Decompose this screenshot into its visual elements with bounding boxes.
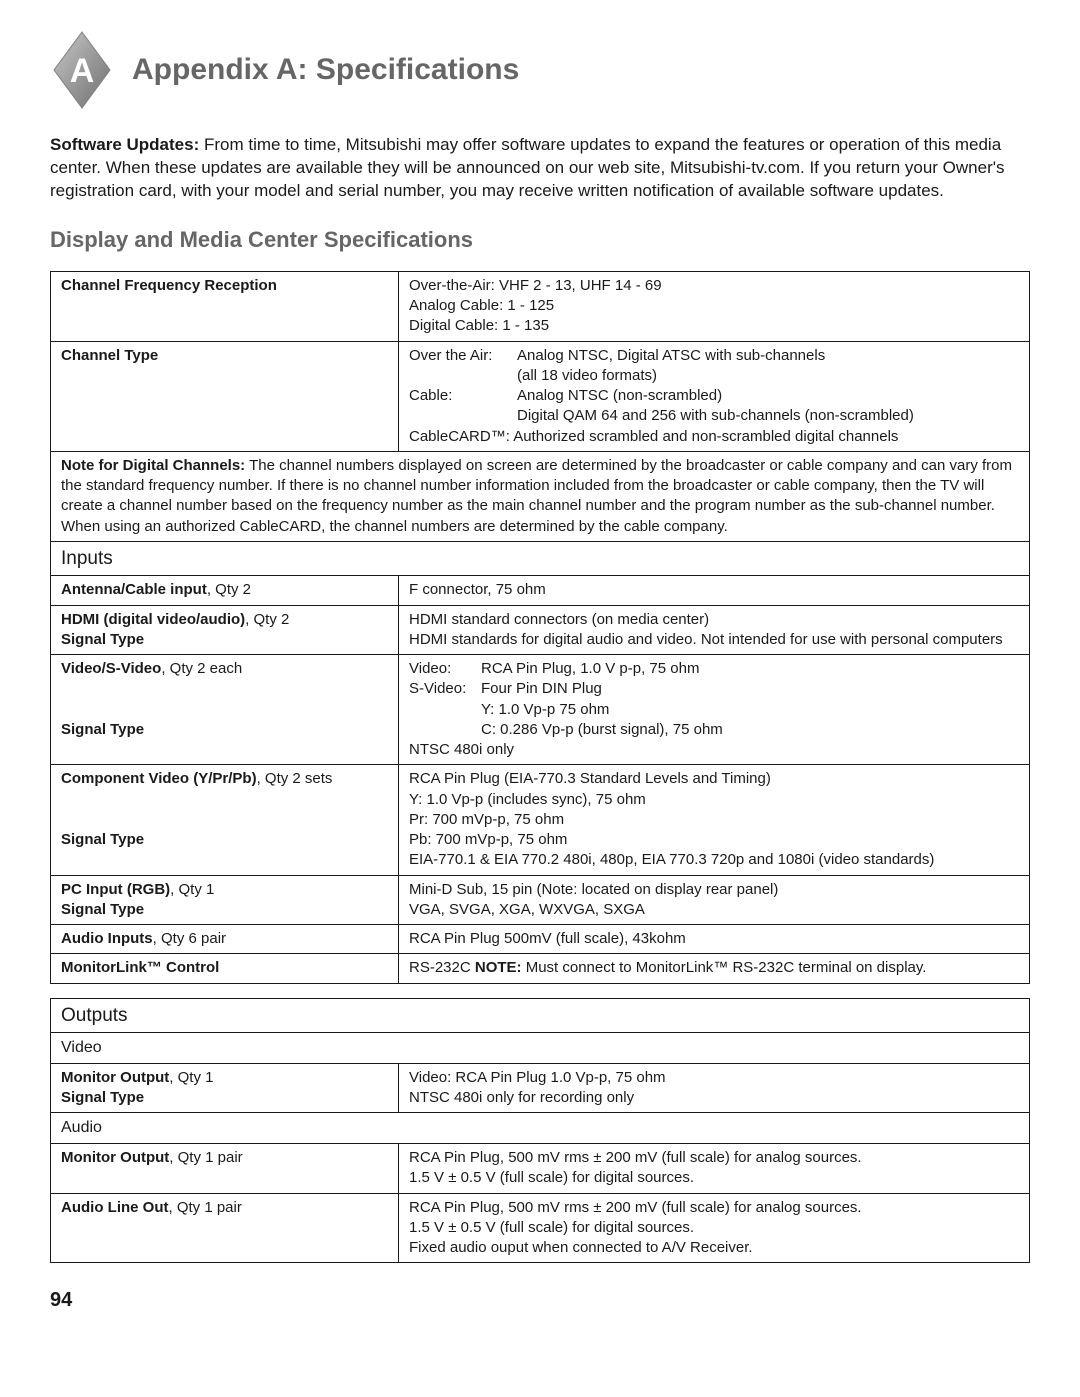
page: A Appendix A: Specifications Software Up…	[0, 0, 1080, 1342]
table-row: Monitor Output, Qty 1 pair RCA Pin Plug,…	[51, 1144, 1030, 1194]
table-row: Component Video (Y/Pr/Pb), Qty 2 sets Si…	[51, 765, 1030, 875]
table-row: Audio Line Out, Qty 1 pair RCA Pin Plug,…	[51, 1193, 1030, 1263]
table-row: MonitorLink™ Control RS-232C NOTE: Must …	[51, 954, 1030, 983]
table-row: Monitor Output, Qty 1 Signal Type Video:…	[51, 1063, 1030, 1113]
spec-table-general: Channel Frequency Reception Over-the-Air…	[50, 271, 1030, 984]
audio-heading-row: Audio	[51, 1113, 1030, 1144]
row-label: Channel Type	[61, 347, 158, 364]
section-title: Display and Media Center Specifications	[50, 227, 1030, 253]
icon-letter: A	[70, 52, 95, 90]
table-row: Channel Type Over the Air:Analog NTSC, D…	[51, 341, 1030, 451]
table-row: Audio Inputs, Qty 6 pair RCA Pin Plug 50…	[51, 925, 1030, 954]
appendix-diamond-icon: A	[50, 30, 114, 110]
appendix-title: Appendix A: Specifications	[132, 53, 519, 87]
inputs-heading-row: Inputs	[51, 541, 1030, 576]
spec-table-outputs: Outputs Video Monitor Output, Qty 1 Sign…	[50, 998, 1030, 1264]
intro-lead: Software Updates:	[50, 135, 199, 154]
page-number: 94	[50, 1289, 1030, 1312]
row-value: Over the Air:Analog NTSC, Digital ATSC w…	[399, 341, 1030, 451]
intro-paragraph: Software Updates: From time to time, Mit…	[50, 134, 1030, 203]
table-note-row: Note for Digital Channels: The channel n…	[51, 451, 1030, 541]
table-row: PC Input (RGB), Qty 1 Signal Type Mini-D…	[51, 875, 1030, 925]
page-header: A Appendix A: Specifications	[50, 30, 1030, 110]
video-heading-row: Video	[51, 1033, 1030, 1064]
table-row: Video/S-Video, Qty 2 each Signal Type Vi…	[51, 655, 1030, 765]
note-lead: Note for Digital Channels:	[61, 457, 245, 474]
row-label: Channel Frequency Reception	[61, 277, 277, 294]
table-row: Channel Frequency Reception Over-the-Air…	[51, 271, 1030, 341]
table-row: HDMI (digital video/audio), Qty 2 Signal…	[51, 605, 1030, 655]
outputs-heading-row: Outputs	[51, 998, 1030, 1033]
table-row: Antenna/Cable input, Qty 2 F connector, …	[51, 576, 1030, 605]
row-value: Over-the-Air: VHF 2 - 13, UHF 14 - 69 An…	[399, 271, 1030, 341]
